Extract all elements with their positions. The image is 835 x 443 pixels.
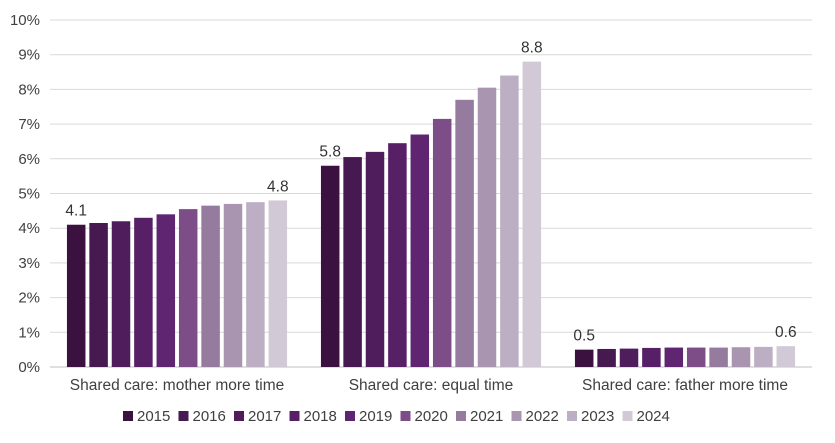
x-category-label: Shared care: mother more time xyxy=(70,377,285,394)
data-label: 0.6 xyxy=(775,324,797,341)
bar xyxy=(754,346,773,367)
data-labels: 4.1 4.8 5.8 8.8 0.5 0.6 xyxy=(65,40,796,345)
y-axis-ticks: 0% 1% 2% 3% 4% 5% 6% 7% 8% 9% 10% xyxy=(10,12,40,376)
bar xyxy=(574,349,594,367)
legend: 2015 2016 2017 2018 2019 2020 2021 2022 2023 2024 xyxy=(123,408,670,425)
bar xyxy=(642,347,661,367)
legend-swatch xyxy=(456,411,466,421)
legend-label: 2015 xyxy=(137,408,170,425)
bar xyxy=(664,347,684,367)
legend-label: 2020 xyxy=(415,408,448,425)
y-tick-label: 5% xyxy=(18,186,40,203)
bar xyxy=(178,209,198,367)
bar xyxy=(597,348,616,367)
bar xyxy=(320,165,340,367)
bar xyxy=(410,134,430,367)
bar xyxy=(66,224,86,367)
bar xyxy=(776,346,796,367)
legend-label: 2022 xyxy=(526,408,559,425)
legend-label: 2017 xyxy=(248,408,281,425)
y-tick-label: 0% xyxy=(18,359,40,376)
bar xyxy=(388,143,407,367)
bar xyxy=(477,87,497,367)
legend-swatch xyxy=(567,411,577,421)
gridlines xyxy=(50,19,812,368)
bar xyxy=(268,200,288,367)
legend-swatch xyxy=(511,411,522,421)
legend-swatch xyxy=(622,411,633,421)
bar xyxy=(365,151,385,367)
data-label: 0.5 xyxy=(573,328,595,345)
x-axis-categories: Shared care: mother more time Shared care… xyxy=(70,377,788,394)
data-label: 4.8 xyxy=(267,178,289,195)
bar xyxy=(686,347,706,367)
y-tick-label: 3% xyxy=(18,255,40,272)
legend-label: 2016 xyxy=(193,408,226,425)
data-label: 4.1 xyxy=(65,203,87,220)
y-tick-label: 10% xyxy=(10,12,40,29)
legend-swatch xyxy=(178,411,189,421)
bar xyxy=(731,347,751,367)
legend-label: 2018 xyxy=(304,408,337,425)
bar xyxy=(432,118,452,368)
bar xyxy=(500,75,519,368)
y-tick-label: 8% xyxy=(18,81,40,98)
y-tick-label: 4% xyxy=(18,220,40,237)
bar xyxy=(111,221,131,367)
bar xyxy=(89,222,108,367)
legend-swatch xyxy=(345,411,355,421)
bar xyxy=(156,214,176,367)
legend-swatch xyxy=(234,411,244,421)
y-tick-label: 6% xyxy=(18,151,40,168)
x-category-label: Shared care: equal time xyxy=(349,377,514,394)
bars xyxy=(66,61,796,368)
y-tick-label: 1% xyxy=(18,324,40,341)
legend-label: 2024 xyxy=(637,408,670,425)
bar xyxy=(343,157,362,367)
bar xyxy=(522,61,542,367)
legend-label: 2023 xyxy=(581,408,614,425)
x-category-label: Shared care: father more time xyxy=(582,377,788,394)
y-tick-label: 2% xyxy=(18,290,40,307)
y-tick-label: 7% xyxy=(18,116,40,133)
bar xyxy=(223,203,243,367)
bar xyxy=(709,347,728,367)
data-label: 5.8 xyxy=(319,144,341,161)
bar xyxy=(619,348,639,367)
legend-swatch xyxy=(123,411,133,421)
data-label: 8.8 xyxy=(521,40,543,57)
bar xyxy=(134,217,153,367)
bar xyxy=(201,205,220,367)
legend-swatch xyxy=(289,411,300,421)
bar xyxy=(455,99,474,367)
legend-label: 2019 xyxy=(359,408,392,425)
bar xyxy=(246,202,265,367)
legend-swatch xyxy=(400,411,411,421)
legend-label: 2021 xyxy=(470,408,503,425)
y-tick-label: 9% xyxy=(18,47,40,64)
